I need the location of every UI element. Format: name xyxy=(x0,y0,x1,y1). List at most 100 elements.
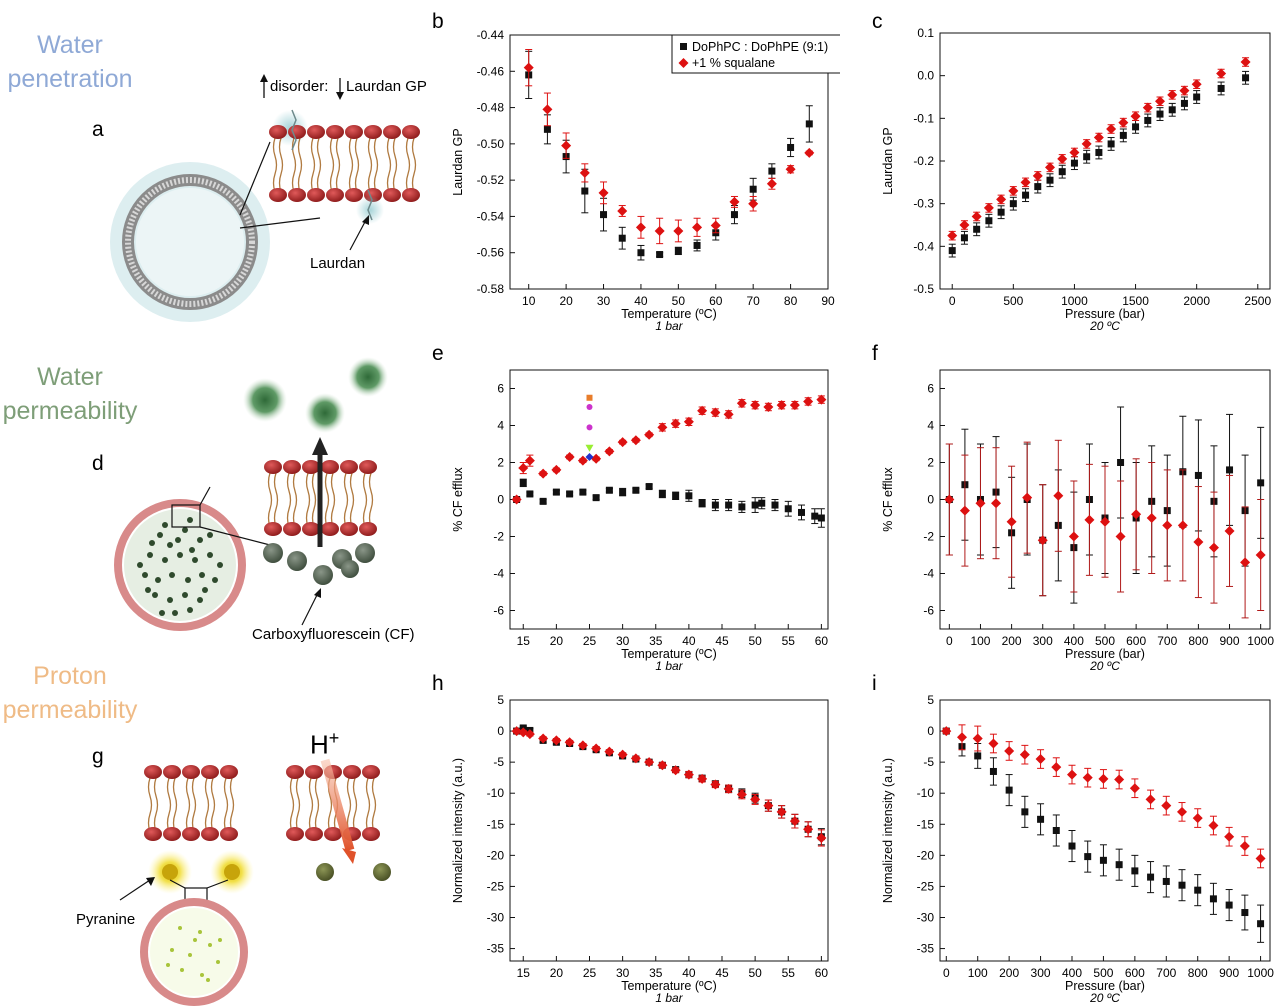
data-point xyxy=(1052,827,1060,834)
x-tick-label: 300 xyxy=(1031,966,1051,980)
data-point xyxy=(1193,93,1201,101)
legend-marker-control xyxy=(680,43,687,50)
data-point xyxy=(1009,200,1017,208)
y-tick-label: -0.46 xyxy=(477,64,505,78)
data-point xyxy=(1208,542,1219,553)
data-point xyxy=(1224,831,1235,842)
chart-b-laurdan-gp-temperature: -0.58 -0.56 -0.54 -0.52 -0.50 -0.48 -0.46 -0.44… xyxy=(451,28,840,333)
x-axis-sublabel: 1 bar xyxy=(655,659,683,673)
data-point xyxy=(944,494,955,505)
y-tick-label: -30 xyxy=(487,911,505,925)
data-point xyxy=(763,800,774,811)
data-point xyxy=(985,217,993,225)
laurdan-gp-label: Laurdan GP xyxy=(346,78,427,95)
y-tick-label: -0.2 xyxy=(913,154,934,168)
data-point xyxy=(658,490,666,498)
y-axis-label: % CF efflux xyxy=(451,467,465,532)
data-point xyxy=(577,740,588,751)
data-point xyxy=(1192,813,1203,824)
data-point xyxy=(1053,490,1064,501)
data-point xyxy=(1006,516,1017,527)
data-point xyxy=(804,147,815,158)
proton-arrow xyxy=(320,758,356,864)
y-tick-label: -20 xyxy=(487,848,505,862)
data-point xyxy=(1257,479,1265,487)
data-point xyxy=(1177,520,1188,531)
data-point xyxy=(1240,57,1251,68)
data-point xyxy=(692,222,703,233)
y-tick-label: 0 xyxy=(927,493,934,507)
data-point xyxy=(1193,537,1204,548)
x-tick-label: 1000 xyxy=(1247,966,1274,980)
data-point xyxy=(617,749,628,760)
data-point xyxy=(511,494,522,505)
data-point xyxy=(670,765,681,776)
data-point xyxy=(785,164,796,175)
data-point xyxy=(763,402,774,412)
data-point xyxy=(579,488,587,496)
x-tick-label: 500 xyxy=(1095,634,1115,648)
x-tick-label: 90 xyxy=(821,294,835,308)
x-tick-label: 900 xyxy=(1220,634,1240,648)
data-point xyxy=(1093,132,1104,143)
illustration-water-penetration xyxy=(110,74,420,322)
data-point xyxy=(1005,786,1013,794)
x-tick-label: 35 xyxy=(649,966,663,980)
data-point xyxy=(1162,520,1173,531)
chart-h-intensity-temperature: -35 -30 -25 -20 -15 -10 -5 0 5 15 20 25 30 35 40 45 50 55… xyxy=(451,693,829,1005)
data-point xyxy=(604,746,615,757)
data-point xyxy=(561,140,572,151)
data-point xyxy=(630,435,641,446)
data-point xyxy=(1147,873,1155,881)
legend-label-control: DoPhPC : DoPhPE (9:1) xyxy=(692,40,828,54)
series-squalane xyxy=(947,57,1251,241)
data-point xyxy=(947,230,958,241)
x-tick-label: 40 xyxy=(682,634,696,648)
data-point xyxy=(524,729,535,740)
x-tick-label: 40 xyxy=(682,966,696,980)
data-point xyxy=(591,453,602,464)
data-point xyxy=(1194,471,1202,479)
y-tick-label: -0.3 xyxy=(913,197,934,211)
data-point xyxy=(1100,516,1110,527)
y-tick-label: -25 xyxy=(487,879,505,893)
data-point xyxy=(1146,513,1157,523)
y-tick-label: -10 xyxy=(487,786,505,800)
data-point xyxy=(811,512,819,520)
data-point xyxy=(618,234,626,242)
x-tick-label: 20 xyxy=(550,634,564,648)
y-tick-label: -0.1 xyxy=(913,111,934,125)
x-tick-label: 25 xyxy=(583,966,597,980)
row-title-line2: penetration xyxy=(7,65,133,93)
data-point xyxy=(730,211,738,219)
data-point xyxy=(654,225,665,236)
data-point xyxy=(1051,762,1062,773)
data-point xyxy=(1084,853,1092,861)
y-tick-label: -5 xyxy=(493,755,504,769)
data-point xyxy=(1240,557,1251,568)
data-point xyxy=(1037,815,1045,823)
y-tick-label: -0.50 xyxy=(477,137,505,151)
chart-f-cf-efflux-pressure: -6 -4 -2 0 2 4 6 0 100 200 300 400 500 600 700 800 900 10… xyxy=(881,369,1274,673)
panel-letter-f: f xyxy=(872,342,878,365)
data-point xyxy=(1167,89,1178,100)
x-tick-label: 700 xyxy=(1156,966,1176,980)
data-point xyxy=(959,220,970,230)
data-point xyxy=(1216,68,1227,79)
data-point xyxy=(1045,162,1055,173)
y-tick-label: -4 xyxy=(923,567,934,581)
y-tick-label: -2 xyxy=(923,530,934,544)
legend-box xyxy=(671,34,840,74)
data-point xyxy=(637,249,645,257)
data-point xyxy=(579,167,590,178)
data-point xyxy=(1241,909,1249,917)
data-point xyxy=(564,737,575,748)
data-point xyxy=(771,501,779,509)
data-point xyxy=(1242,74,1250,82)
data-point xyxy=(685,492,693,500)
disorder-arrow xyxy=(260,74,268,98)
illustration-proton-permeability xyxy=(119,758,391,1006)
data-point xyxy=(997,208,1005,216)
data-point xyxy=(1083,153,1091,161)
disorder-label: disorder: xyxy=(270,78,328,95)
